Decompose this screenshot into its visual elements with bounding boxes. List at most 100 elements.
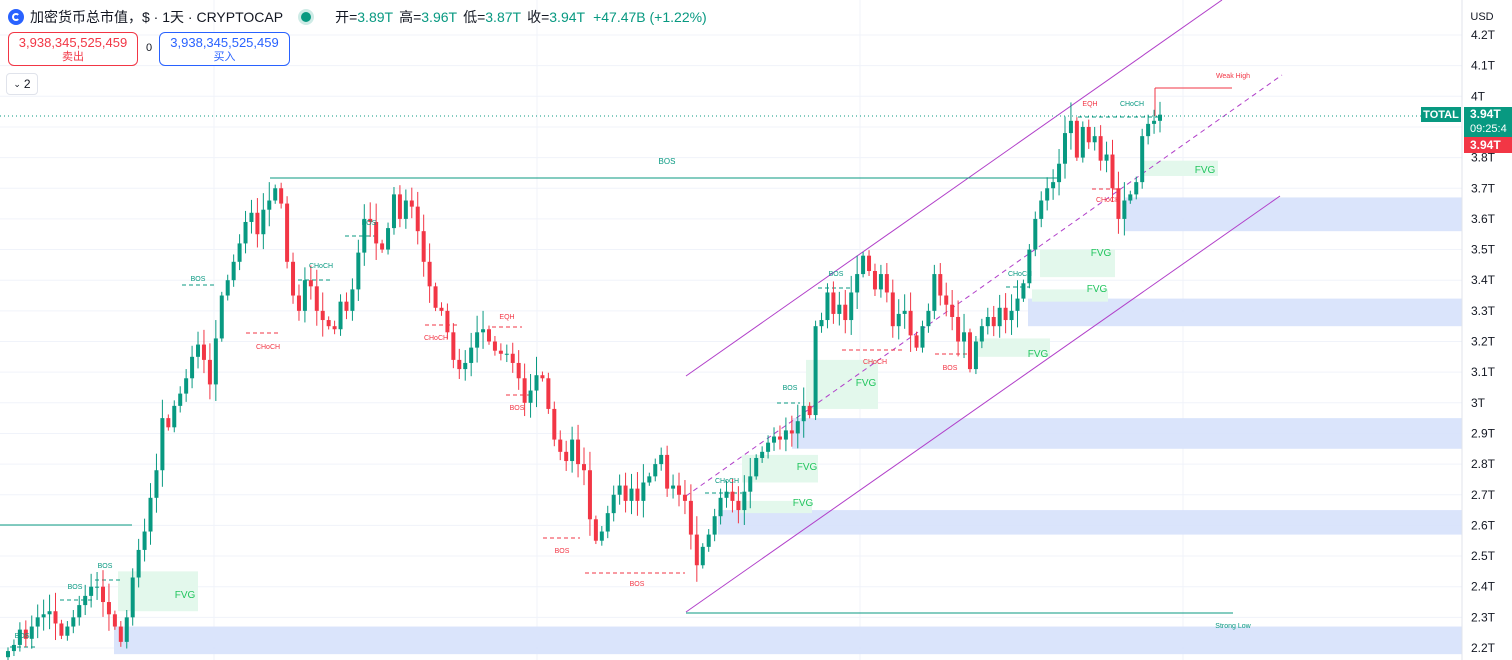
candle-down: [285, 203, 290, 262]
y-tick-label: 3.4T: [1471, 273, 1496, 287]
bos-label: BOS: [15, 633, 30, 640]
bos-label: BOS: [829, 271, 844, 278]
candle-up: [1104, 154, 1109, 161]
y-tick-label: 2.2T: [1471, 641, 1496, 655]
candle-up: [190, 356, 195, 379]
demand-zone: [1125, 197, 1462, 232]
y-tick-label: 2.7T: [1471, 488, 1496, 502]
bos-label: BOS: [943, 365, 958, 372]
candle-down: [1086, 126, 1091, 143]
fvg-zone: [1040, 249, 1115, 278]
currency-selector[interactable]: USD: [1470, 11, 1494, 23]
candle-up: [599, 531, 604, 541]
fvg-label: FVG: [175, 590, 196, 601]
candle-down: [101, 586, 106, 603]
bar-countdown: 09:25:4: [1470, 123, 1507, 135]
demand-zone: [792, 418, 1462, 449]
candle-up: [362, 218, 367, 253]
candle-down: [558, 439, 563, 452]
candle-up: [1015, 298, 1020, 311]
open-label: 开=: [335, 9, 358, 25]
fvg-zone: [1032, 289, 1108, 302]
candle-up: [1128, 194, 1133, 201]
candle-up: [273, 188, 278, 201]
demand-zone: [1028, 298, 1462, 327]
fvg-zone: [806, 359, 878, 409]
candle-up: [6, 651, 10, 658]
demand-zone: [114, 626, 1462, 655]
y-tick-label: 3.3T: [1471, 304, 1496, 318]
candle-up: [902, 310, 907, 314]
candle-down: [433, 286, 438, 308]
indicators-collapse-button[interactable]: ⌄ 2: [6, 73, 38, 95]
fvg-label: FVG: [793, 498, 814, 509]
eqh-label: EQH: [499, 314, 514, 321]
fvg-zone: [975, 338, 1050, 357]
candle-down: [991, 316, 996, 327]
candle-down: [540, 375, 545, 379]
candle-up: [1039, 200, 1044, 219]
candle-up: [469, 347, 474, 363]
candle-down: [546, 378, 551, 409]
choch-label: CHoCH: [1120, 101, 1144, 108]
candle-down: [872, 271, 877, 290]
weak-high-label: Weak High: [1216, 73, 1250, 80]
candle-up: [1080, 126, 1085, 158]
candle-down: [415, 206, 420, 232]
candle-down: [368, 218, 373, 222]
candle-up: [1057, 163, 1062, 183]
candle-up: [647, 476, 652, 483]
buy-button[interactable]: 3,938,345,525,459 买入: [159, 32, 290, 66]
y-tick-label: 3.6T: [1471, 212, 1496, 226]
candle-up: [813, 326, 818, 416]
candle-down: [492, 341, 497, 351]
eqh-label: EQH: [1082, 101, 1097, 108]
candle-up: [386, 228, 391, 250]
fvg-zone: [740, 500, 812, 514]
candles-layer: [6, 101, 1162, 660]
open-value: 3.89T: [357, 9, 394, 25]
candle-down: [486, 329, 491, 342]
y-tick-label: 4.2T: [1471, 28, 1496, 42]
candle-down: [736, 500, 741, 511]
fvg-label: FVG: [1087, 284, 1108, 295]
symbol-title[interactable]: 加密货币总市值，$ · 1天 · CRYPTOCAP: [30, 9, 284, 25]
candle-up: [671, 485, 676, 489]
candle-up: [962, 332, 967, 342]
choch-label: CHoCH: [1008, 271, 1032, 278]
bos-label: BOS: [510, 405, 525, 412]
candle-up: [77, 605, 82, 618]
candle-up: [350, 289, 355, 311]
candle-up: [142, 531, 147, 550]
candle-up: [878, 274, 883, 290]
spread-value: 0: [146, 42, 153, 54]
fvg-label: FVG: [797, 462, 818, 473]
bos-label: BOS: [191, 276, 206, 283]
fvg-label: FVG: [1028, 349, 1049, 360]
candle-down: [843, 304, 848, 321]
fvg-label: FVG: [1195, 165, 1216, 176]
candle-down: [582, 464, 586, 471]
buy-price: 3,938,345,525,459: [170, 35, 279, 50]
last-price: 3.94T: [1470, 107, 1501, 121]
y-tick-label: 3.7T: [1471, 181, 1496, 195]
candle-up: [41, 614, 46, 618]
candle-up: [172, 405, 177, 428]
candle-down: [510, 353, 515, 363]
candle-up: [641, 482, 646, 501]
candle-down: [789, 430, 794, 434]
candle-up: [997, 307, 1002, 327]
sell-button[interactable]: 3,938,345,525,459 卖出: [8, 32, 138, 66]
y-tick-label: 2.9T: [1471, 426, 1496, 440]
candle-up: [653, 464, 658, 477]
candle-up: [795, 421, 800, 434]
choch-label: CHoCH: [715, 478, 739, 485]
candle-up: [570, 439, 575, 462]
candle-up: [302, 280, 307, 311]
candle-down: [207, 359, 212, 385]
candle-up: [718, 497, 723, 517]
choch-label: CHoCH: [1096, 197, 1120, 204]
candle-up: [1051, 182, 1056, 189]
candle-down: [374, 221, 379, 244]
